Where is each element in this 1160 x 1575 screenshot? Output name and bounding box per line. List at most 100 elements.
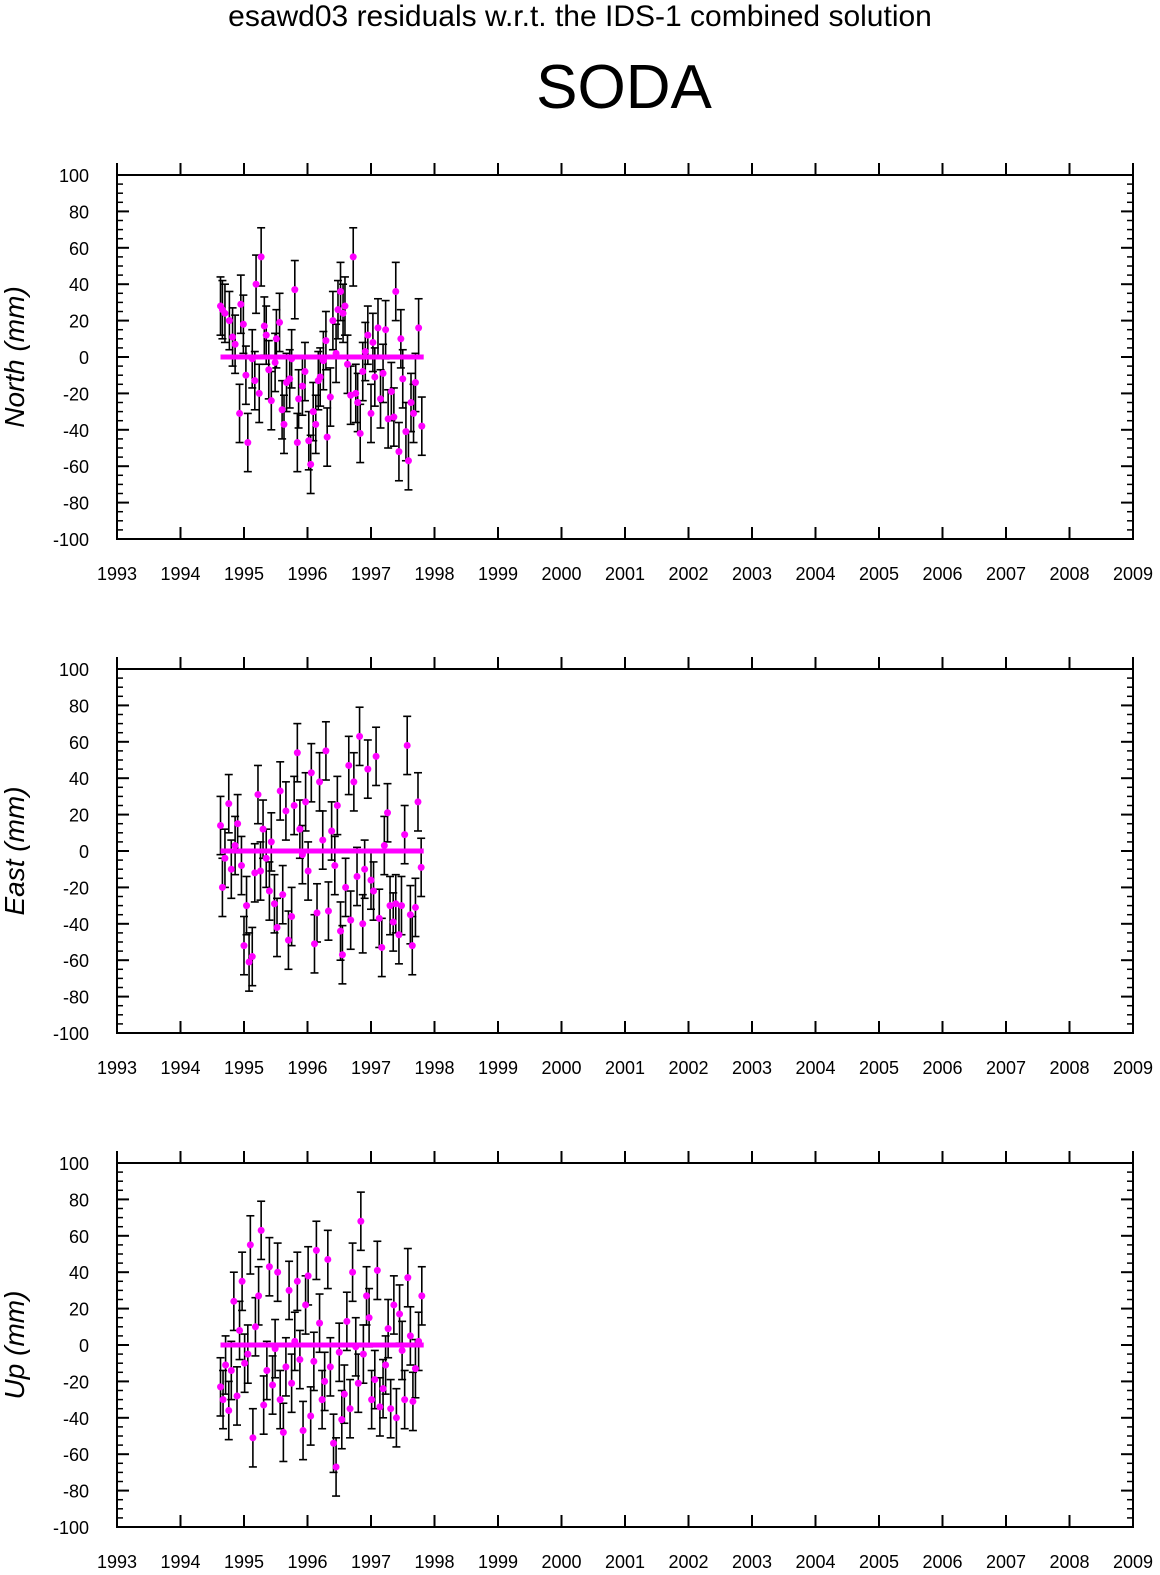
data-point — [370, 887, 378, 895]
x-tick-label: 2005 — [859, 1058, 899, 1078]
data-point — [312, 420, 320, 428]
data-point — [402, 428, 410, 436]
data-point — [328, 827, 336, 835]
data-point — [288, 1379, 296, 1387]
data-point — [241, 1359, 249, 1367]
data-point — [257, 253, 265, 261]
data-point — [262, 854, 270, 862]
y-tick-label: 40 — [69, 769, 89, 789]
data-point — [347, 916, 355, 924]
data-points — [217, 732, 425, 966]
data-point — [321, 1377, 329, 1385]
x-tick-label: 2008 — [1049, 564, 1089, 584]
data-point — [278, 406, 286, 414]
y-tick-label: 20 — [69, 312, 89, 332]
x-tick-label: 2002 — [668, 1552, 708, 1572]
data-point — [318, 1396, 326, 1404]
y-tick-label: -80 — [63, 494, 89, 514]
data-point — [293, 1277, 301, 1285]
x-tick-label: 1996 — [287, 564, 327, 584]
figure-subtitle: esawd03 residuals w.r.t. the IDS-1 combi… — [228, 0, 932, 33]
data-point — [392, 1414, 400, 1422]
data-point — [257, 1226, 265, 1234]
data-point — [371, 1376, 379, 1384]
data-point — [379, 369, 387, 377]
y-tick-label: -80 — [63, 1482, 89, 1502]
data-point — [350, 778, 358, 786]
data-point — [229, 333, 237, 341]
data-point — [398, 1346, 406, 1354]
data-point — [244, 439, 252, 447]
data-point — [273, 923, 281, 931]
data-point — [279, 891, 287, 899]
y-tick-label: -40 — [63, 1409, 89, 1429]
data-point — [349, 253, 357, 261]
x-tick-label: 2009 — [1113, 564, 1153, 584]
data-point — [401, 1396, 409, 1404]
data-point — [221, 854, 229, 862]
y-tick-label: 80 — [69, 202, 89, 222]
data-point — [260, 322, 268, 330]
data-point — [236, 1326, 244, 1334]
y-tick-label: 0 — [79, 348, 89, 368]
data-point — [352, 389, 360, 397]
data-point — [307, 769, 315, 777]
data-point — [217, 1383, 225, 1391]
data-point — [406, 1332, 414, 1340]
data-point — [319, 357, 327, 365]
data-point — [233, 1392, 241, 1400]
data-point — [372, 752, 380, 760]
y-tick-label: -60 — [63, 951, 89, 971]
x-axis: 1993 1994 1995 1996 1997 1998 1999 2000 2001 2002… — [97, 657, 1153, 1078]
chart-panel-north: 1993 1994 1995 1996 1997 1998 1999 2000 2001 2002… — [0, 163, 1153, 584]
data-point — [359, 920, 367, 928]
y-tick-label: -20 — [63, 384, 89, 404]
y-tick-label: -20 — [63, 1372, 89, 1392]
data-point — [243, 902, 251, 910]
data-point — [299, 1427, 307, 1435]
data-point — [397, 902, 405, 910]
data-point — [269, 1381, 277, 1389]
x-tick-label: 1997 — [351, 1058, 391, 1078]
data-point — [296, 1356, 304, 1364]
data-point — [338, 951, 346, 959]
data-point — [395, 448, 403, 456]
data-point — [356, 429, 364, 437]
y-tick-label: 20 — [69, 806, 89, 826]
data-point — [408, 942, 416, 950]
chart-panel-up: 1993 1994 1995 1996 1997 1998 1999 2000 2001 2002… — [0, 1151, 1153, 1572]
x-tick-label: 2006 — [922, 564, 962, 584]
data-point — [225, 1407, 233, 1415]
y-tick-label: 0 — [79, 842, 89, 862]
data-point — [237, 300, 245, 308]
x-tick-label: 2003 — [732, 564, 772, 584]
data-point — [324, 1255, 332, 1263]
data-point — [322, 747, 330, 755]
y-tick-label: -80 — [63, 988, 89, 1008]
data-point — [248, 953, 256, 961]
data-point — [231, 340, 239, 348]
data-point — [290, 802, 298, 809]
data-point — [296, 825, 304, 833]
data-point — [271, 1345, 279, 1353]
data-point — [316, 778, 324, 786]
data-point — [252, 280, 260, 288]
data-point — [276, 1396, 284, 1404]
y-tick-label: -20 — [63, 878, 89, 898]
y-tick-label: -60 — [63, 1445, 89, 1465]
data-point — [339, 309, 347, 317]
data-point — [288, 913, 296, 921]
data-point — [331, 862, 339, 870]
data-point — [359, 368, 367, 376]
data-point — [293, 749, 301, 757]
y-tick-label: 80 — [69, 696, 89, 716]
x-tick-label: 2007 — [986, 564, 1026, 584]
y-tick-label: -60 — [63, 457, 89, 477]
data-point — [282, 1363, 290, 1371]
data-point — [284, 936, 292, 944]
y-tick-label: -40 — [63, 421, 89, 441]
x-tick-label: 2009 — [1113, 1552, 1153, 1572]
x-tick-label: 1998 — [414, 1058, 454, 1078]
data-point — [392, 287, 400, 295]
data-point — [375, 914, 383, 922]
